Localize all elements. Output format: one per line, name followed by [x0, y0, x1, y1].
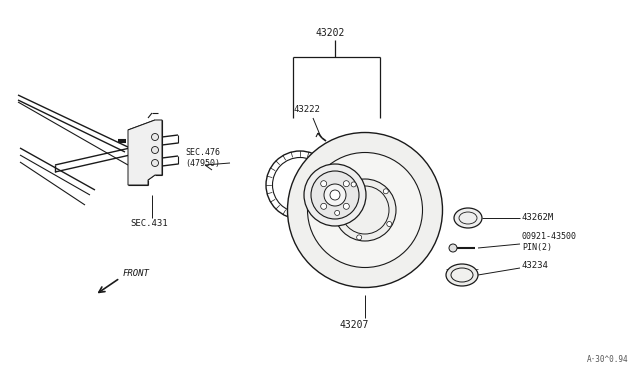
Ellipse shape	[387, 221, 392, 227]
Ellipse shape	[335, 211, 340, 215]
Ellipse shape	[152, 160, 159, 167]
Text: A·30^0.94: A·30^0.94	[586, 355, 628, 364]
Ellipse shape	[446, 264, 478, 286]
Ellipse shape	[454, 208, 482, 228]
Polygon shape	[128, 120, 162, 185]
Ellipse shape	[351, 182, 356, 187]
Ellipse shape	[304, 164, 366, 226]
Ellipse shape	[311, 171, 359, 219]
Ellipse shape	[321, 203, 326, 209]
Ellipse shape	[330, 190, 340, 200]
Text: 43234: 43234	[522, 262, 549, 270]
Ellipse shape	[321, 181, 326, 187]
Text: SEC.431: SEC.431	[130, 219, 168, 228]
Ellipse shape	[383, 189, 388, 194]
Ellipse shape	[152, 147, 159, 154]
Ellipse shape	[356, 235, 362, 240]
Ellipse shape	[324, 184, 346, 206]
Ellipse shape	[152, 134, 159, 141]
Text: 43207: 43207	[340, 320, 369, 330]
Ellipse shape	[334, 179, 396, 241]
Ellipse shape	[449, 244, 457, 252]
Ellipse shape	[287, 132, 442, 288]
Ellipse shape	[341, 186, 389, 234]
Ellipse shape	[343, 203, 349, 209]
Text: 00921-43500
PIN(2): 00921-43500 PIN(2)	[522, 232, 577, 252]
Text: 43262M: 43262M	[522, 214, 554, 222]
Text: SEC.476
(47950): SEC.476 (47950)	[185, 148, 220, 168]
Ellipse shape	[307, 153, 422, 267]
Ellipse shape	[343, 181, 349, 187]
Text: FRONT: FRONT	[123, 269, 150, 279]
Text: 43222: 43222	[293, 106, 320, 115]
Text: 43202: 43202	[316, 28, 346, 38]
Ellipse shape	[451, 268, 473, 282]
